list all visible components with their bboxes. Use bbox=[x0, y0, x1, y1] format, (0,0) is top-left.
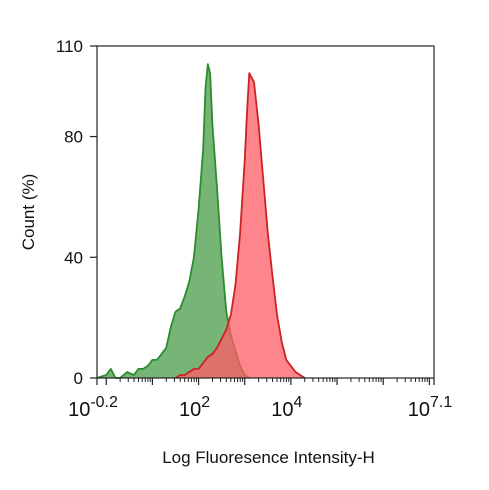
x-tick-label: 10-0.2 bbox=[68, 394, 118, 421]
plot-area bbox=[96, 45, 435, 379]
series-1-area bbox=[97, 64, 250, 378]
series-2-area bbox=[175, 73, 305, 378]
x-axis-label: Log Fluoresence Intensity-H bbox=[162, 448, 375, 467]
plot-frame bbox=[96, 45, 435, 379]
y-tick-label: 40 bbox=[64, 248, 83, 267]
x-tick-label: 102 bbox=[179, 394, 210, 421]
series-layer bbox=[96, 63, 306, 379]
y-tick-label: 80 bbox=[64, 128, 83, 147]
y-axis: 0 40 80 110 bbox=[56, 37, 97, 388]
y-axis-label: Count (%) bbox=[19, 174, 38, 251]
y-tick-label: 110 bbox=[56, 37, 83, 56]
series-2-line bbox=[175, 72, 306, 379]
y-tick-label: 0 bbox=[74, 369, 83, 388]
x-tick-label: 107.1 bbox=[408, 394, 453, 421]
x-axis: 10-0.2 102 104 107.1 bbox=[68, 378, 452, 421]
series-1-line bbox=[96, 63, 250, 379]
x-tick-label: 104 bbox=[271, 394, 302, 421]
